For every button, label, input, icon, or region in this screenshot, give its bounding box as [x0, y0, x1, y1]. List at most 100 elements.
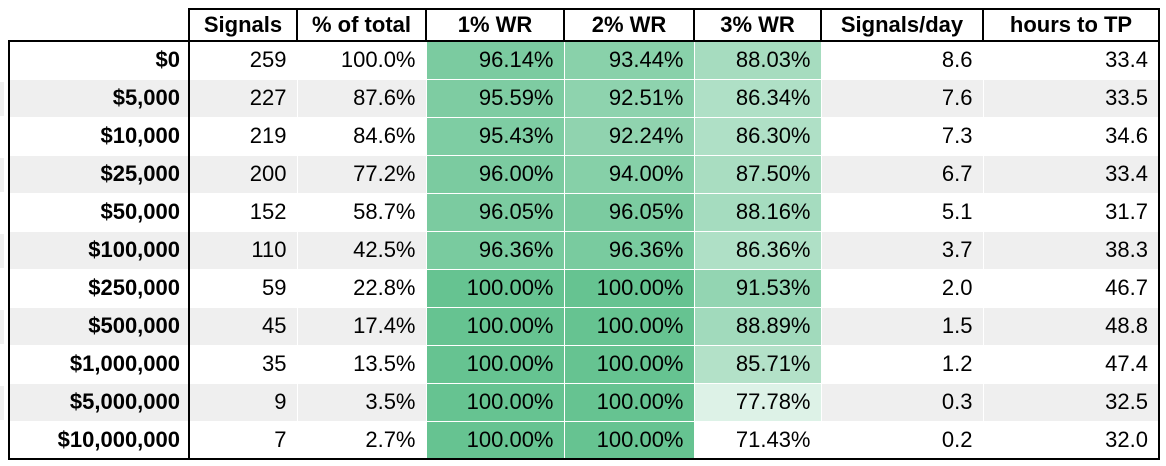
cell-pct_total[interactable]: 2.7% [296, 420, 427, 460]
cell-wr2[interactable]: 96.36% [563, 230, 695, 270]
column-header-wr3[interactable]: 3% WR [693, 8, 822, 42]
cell-hours_tp[interactable]: 38.3 [982, 230, 1160, 270]
cell-wr3[interactable]: 87.50% [693, 154, 822, 194]
row-label[interactable]: $25,000 [8, 154, 190, 194]
column-header-signals[interactable]: Signals [188, 8, 298, 42]
row-label[interactable]: $5,000 [8, 78, 190, 118]
cell-signals[interactable]: 59 [188, 268, 298, 308]
cell-wr1[interactable]: 100.00% [425, 420, 565, 460]
cell-wr2[interactable]: 100.00% [563, 420, 695, 460]
row-label[interactable]: $250,000 [8, 268, 190, 308]
cell-wr1[interactable]: 100.00% [425, 344, 565, 384]
cell-pct_total[interactable]: 22.8% [296, 268, 427, 308]
cell-signals[interactable]: 35 [188, 344, 298, 384]
cell-pct_total[interactable]: 13.5% [296, 344, 427, 384]
column-header-wr1[interactable]: 1% WR [425, 8, 565, 42]
cell-signals_day[interactable]: 1.2 [820, 344, 984, 384]
column-header-pct_total[interactable]: % of total [296, 8, 427, 42]
cell-pct_total[interactable]: 100.0% [296, 40, 427, 80]
cell-signals_day[interactable]: 0.2 [820, 420, 984, 460]
cell-wr1[interactable]: 100.00% [425, 268, 565, 308]
cell-wr2[interactable]: 100.00% [563, 344, 695, 384]
cell-hours_tp[interactable]: 32.5 [982, 382, 1160, 422]
cell-wr3[interactable]: 88.03% [693, 40, 822, 80]
cell-hours_tp[interactable]: 34.6 [982, 116, 1160, 156]
cell-wr3[interactable]: 86.30% [693, 116, 822, 156]
row-label[interactable]: $10,000,000 [8, 420, 190, 460]
cell-signals_day[interactable]: 2.0 [820, 268, 984, 308]
cell-wr3[interactable]: 86.34% [693, 78, 822, 118]
cell-signals[interactable]: 219 [188, 116, 298, 156]
cell-pct_total[interactable]: 58.7% [296, 192, 427, 232]
cell-wr2[interactable]: 92.24% [563, 116, 695, 156]
row-label[interactable]: $5,000,000 [8, 382, 190, 422]
cell-wr2[interactable]: 100.00% [563, 382, 695, 422]
cell-wr2[interactable]: 100.00% [563, 306, 695, 346]
cell-hours_tp[interactable]: 47.4 [982, 344, 1160, 384]
cell-pct_total[interactable]: 77.2% [296, 154, 427, 194]
cell-wr2[interactable]: 94.00% [563, 154, 695, 194]
cell-signals[interactable]: 200 [188, 154, 298, 194]
cell-wr3[interactable]: 85.71% [693, 344, 822, 384]
cell-wr1[interactable]: 96.05% [425, 192, 565, 232]
cell-pct_total[interactable]: 3.5% [296, 382, 427, 422]
cell-wr2[interactable]: 92.51% [563, 78, 695, 118]
row-label[interactable]: $100,000 [8, 230, 190, 270]
cell-wr3[interactable]: 86.36% [693, 230, 822, 270]
cell-hours_tp[interactable]: 33.4 [982, 40, 1160, 80]
cell-wr1[interactable]: 95.59% [425, 78, 565, 118]
row-label[interactable]: $50,000 [8, 192, 190, 232]
cell-signals_day[interactable]: 7.3 [820, 116, 984, 156]
cell-pct_total[interactable]: 87.6% [296, 78, 427, 118]
cell-signals[interactable]: 9 [188, 382, 298, 422]
table-row: $50,000 152 58.7% 96.05% 96.05% 88.16% 5.1 31.7 [8, 192, 1160, 232]
cell-wr2[interactable]: 96.05% [563, 192, 695, 232]
cell-wr1[interactable]: 96.36% [425, 230, 565, 270]
cell-hours_tp[interactable]: 46.7 [982, 268, 1160, 308]
cell-signals_day[interactable]: 1.5 [820, 306, 984, 346]
cell-wr1[interactable]: 96.00% [425, 154, 565, 194]
column-header-wr2[interactable]: 2% WR [563, 8, 695, 42]
cell-signals[interactable]: 45 [188, 306, 298, 346]
cell-hours_tp[interactable]: 32.0 [982, 420, 1160, 460]
cell-signals_day[interactable]: 5.1 [820, 192, 984, 232]
cell-wr1[interactable]: 96.14% [425, 40, 565, 80]
cell-wr1[interactable]: 95.43% [425, 116, 565, 156]
column-header-signals_day[interactable]: Signals/day [820, 8, 984, 42]
cell-pct_total[interactable]: 17.4% [296, 306, 427, 346]
cell-hours_tp[interactable]: 33.5 [982, 78, 1160, 118]
cell-wr1[interactable]: 100.00% [425, 306, 565, 346]
cell-hours_tp[interactable]: 33.4 [982, 154, 1160, 194]
edge-strip-segment [0, 270, 4, 308]
cell-signals[interactable]: 110 [188, 230, 298, 270]
cell-hours_tp[interactable]: 31.7 [982, 192, 1160, 232]
cell-signals[interactable]: 152 [188, 192, 298, 232]
table-body: $0 259 100.0% 96.14% 93.44% 88.03% 8.6 33.4 $5,0… [8, 40, 1160, 460]
row-label[interactable]: $500,000 [8, 306, 190, 346]
row-label[interactable]: $0 [8, 40, 190, 80]
cell-signals_day[interactable]: 3.7 [820, 230, 984, 270]
cell-wr3[interactable]: 88.89% [693, 306, 822, 346]
table-row: $5,000,000 9 3.5% 100.00% 100.00% 77.78% 0.3 32… [8, 382, 1160, 422]
cell-wr1[interactable]: 100.00% [425, 382, 565, 422]
cell-hours_tp[interactable]: 48.8 [982, 306, 1160, 346]
column-header-hours_tp[interactable]: hours to TP [982, 8, 1160, 42]
cell-wr3[interactable]: 88.16% [693, 192, 822, 232]
cell-wr2[interactable]: 93.44% [563, 40, 695, 80]
edge-strip-segment [0, 42, 4, 80]
cell-signals[interactable]: 7 [188, 420, 298, 460]
cell-signals_day[interactable]: 6.7 [820, 154, 984, 194]
cell-wr3[interactable]: 91.53% [693, 268, 822, 308]
cell-signals_day[interactable]: 8.6 [820, 40, 984, 80]
cell-pct_total[interactable]: 42.5% [296, 230, 427, 270]
cell-signals[interactable]: 227 [188, 78, 298, 118]
cell-signals_day[interactable]: 7.6 [820, 78, 984, 118]
row-label[interactable]: $1,000,000 [8, 344, 190, 384]
cell-signals_day[interactable]: 0.3 [820, 382, 984, 422]
cell-wr3[interactable]: 77.78% [693, 382, 822, 422]
cell-wr2[interactable]: 100.00% [563, 268, 695, 308]
cell-signals[interactable]: 259 [188, 40, 298, 80]
cell-pct_total[interactable]: 84.6% [296, 116, 427, 156]
row-label[interactable]: $10,000 [8, 116, 190, 156]
cell-wr3[interactable]: 71.43% [693, 420, 822, 460]
